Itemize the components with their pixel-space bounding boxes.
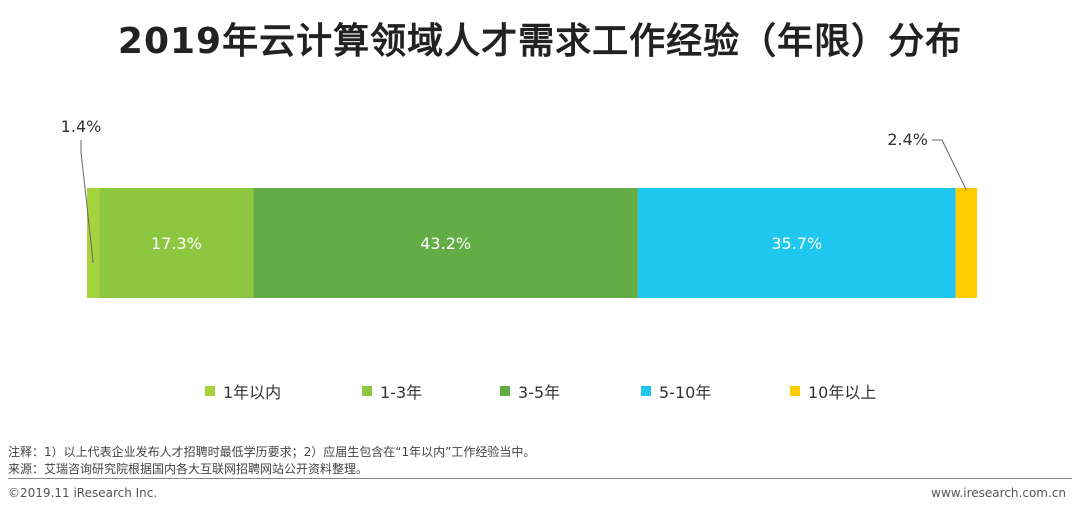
- legend-label-1: 1-3年: [380, 383, 423, 402]
- notes-block: 注释：1）以上代表企业发布人才招聘时最低学历要求；2）应届生包含在“1年以内”工…: [8, 444, 535, 478]
- legend-label-4: 10年以上: [808, 383, 877, 402]
- legend-swatch-3: [641, 386, 651, 396]
- footer-copyright: ©2019.11 iResearch Inc.: [8, 486, 158, 500]
- legend-item-2: 3-5年: [500, 379, 560, 403]
- bar-segment-2: [253, 188, 638, 298]
- legend-swatch-4: [790, 386, 800, 396]
- leader-line-4: [932, 139, 967, 191]
- footer-website[interactable]: www.iresearch.com.cn: [931, 486, 1066, 500]
- bar-segment-0: [87, 188, 100, 298]
- bar-segment-4: [955, 188, 977, 298]
- legend-swatch-2: [500, 386, 510, 396]
- data-label-3: 35.7%: [771, 234, 822, 253]
- legend-swatch-0: [205, 386, 215, 396]
- legend-item-4: 10年以上: [790, 379, 876, 403]
- data-label-0: 1.4%: [61, 117, 102, 136]
- chart-area: 1.4% 17.3% 43.2% 35.7% 2.4%: [0, 80, 1080, 430]
- legend-item-3: 5-10年: [641, 379, 711, 403]
- stacked-bar-chart: 1.4% 17.3% 43.2% 35.7% 2.4%: [61, 117, 977, 298]
- bar-segment-3: [637, 188, 956, 298]
- leader-line-0: [80, 140, 94, 264]
- data-label-1: 17.3%: [151, 234, 202, 253]
- chart-legend: 1年以内 1-3年 3-5年 5-10年 10年以上: [0, 379, 1080, 403]
- data-label-2: 43.2%: [420, 234, 471, 253]
- legend-label-3: 5-10年: [659, 383, 712, 402]
- data-label-4: 2.4%: [887, 130, 928, 149]
- legend-item-1: 1-3年: [362, 379, 422, 403]
- legend-label-2: 3-5年: [518, 383, 561, 402]
- legend-item-0: 1年以内: [205, 379, 281, 403]
- title-bar: 2019年云计算领域人才需求工作经验（年限）分布: [0, 0, 1080, 80]
- legend-swatch-1: [362, 386, 372, 396]
- footer-divider: [8, 478, 1072, 479]
- note-text: 注释：1）以上代表企业发布人才招聘时最低学历要求；2）应届生包含在“1年以内”工…: [8, 445, 536, 459]
- legend-label-0: 1年以内: [223, 383, 282, 402]
- source-text: 来源：艾瑞咨询研究院根据国内各大互联网招聘网站公开资料整理。: [8, 462, 369, 476]
- bar-segment-1: [99, 188, 254, 298]
- page-title: 2019年云计算领域人才需求工作经验（年限）分布: [117, 21, 963, 62]
